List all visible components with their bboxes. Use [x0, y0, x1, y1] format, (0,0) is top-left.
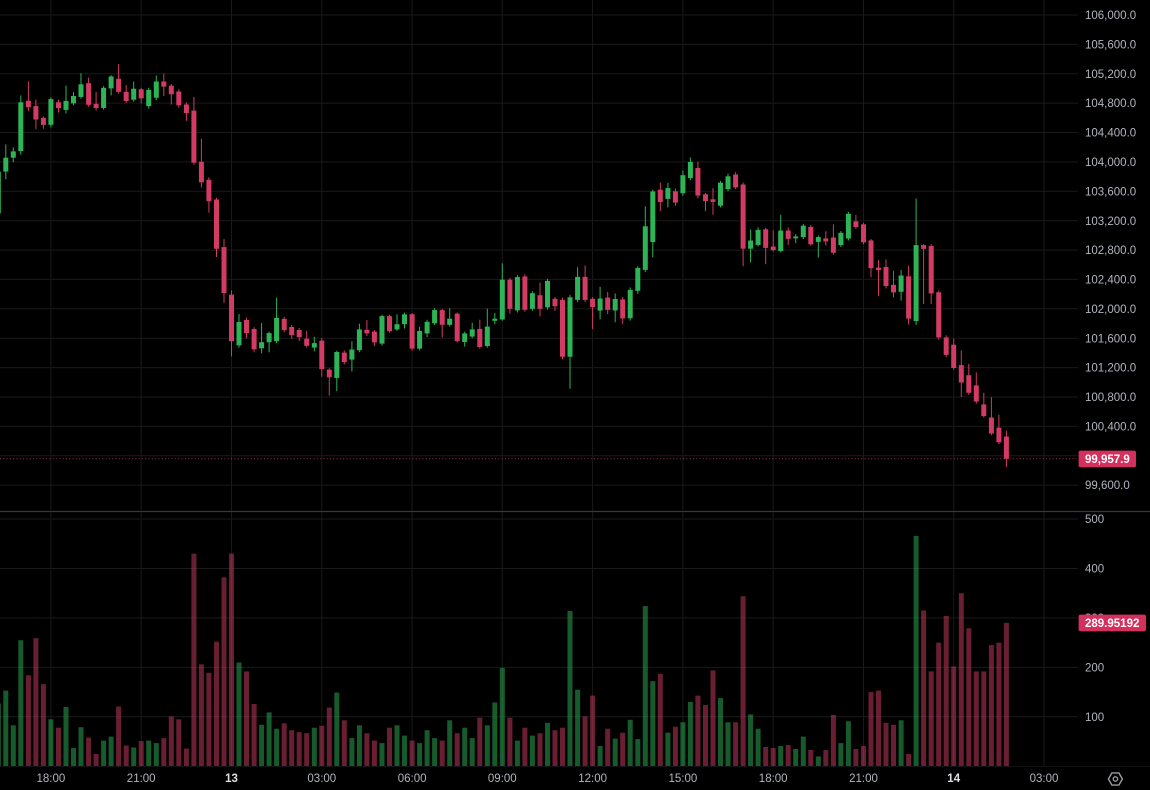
svg-text:102,800.0: 102,800.0	[1085, 245, 1136, 257]
svg-text:18:00: 18:00	[37, 773, 66, 785]
svg-text:101,200.0: 101,200.0	[1085, 363, 1136, 375]
svg-text:103,200.0: 103,200.0	[1085, 216, 1136, 228]
svg-text:15:00: 15:00	[669, 773, 698, 785]
svg-text:104,000.0: 104,000.0	[1085, 157, 1136, 169]
svg-text:100,400.0: 100,400.0	[1085, 421, 1136, 433]
svg-text:13: 13	[225, 773, 238, 785]
svg-text:99,957.9: 99,957.9	[1085, 454, 1130, 466]
svg-text:21:00: 21:00	[849, 773, 878, 785]
svg-text:102,400.0: 102,400.0	[1085, 275, 1136, 287]
svg-text:102,000.0: 102,000.0	[1085, 304, 1136, 316]
svg-text:14: 14	[947, 773, 960, 785]
svg-text:289.95192: 289.95192	[1085, 618, 1139, 630]
svg-text:103,600.0: 103,600.0	[1085, 186, 1136, 198]
svg-text:100: 100	[1085, 712, 1104, 724]
svg-text:09:00: 09:00	[488, 773, 517, 785]
svg-text:200: 200	[1085, 663, 1104, 675]
svg-text:100,800.0: 100,800.0	[1085, 392, 1136, 404]
svg-text:105,200.0: 105,200.0	[1085, 69, 1136, 81]
svg-text:03:00: 03:00	[1030, 773, 1059, 785]
svg-text:18:00: 18:00	[759, 773, 788, 785]
svg-text:99,600.0: 99,600.0	[1085, 480, 1130, 492]
svg-text:105,600.0: 105,600.0	[1085, 40, 1136, 52]
svg-text:101,600.0: 101,600.0	[1085, 333, 1136, 345]
svg-text:106,000.0: 106,000.0	[1085, 10, 1136, 22]
svg-text:500: 500	[1085, 514, 1104, 526]
svg-text:104,800.0: 104,800.0	[1085, 98, 1136, 110]
svg-text:06:00: 06:00	[398, 773, 427, 785]
svg-text:21:00: 21:00	[127, 773, 156, 785]
svg-text:400: 400	[1085, 564, 1104, 576]
svg-text:12:00: 12:00	[578, 773, 607, 785]
svg-text:104,400.0: 104,400.0	[1085, 128, 1136, 140]
svg-text:03:00: 03:00	[307, 773, 336, 785]
